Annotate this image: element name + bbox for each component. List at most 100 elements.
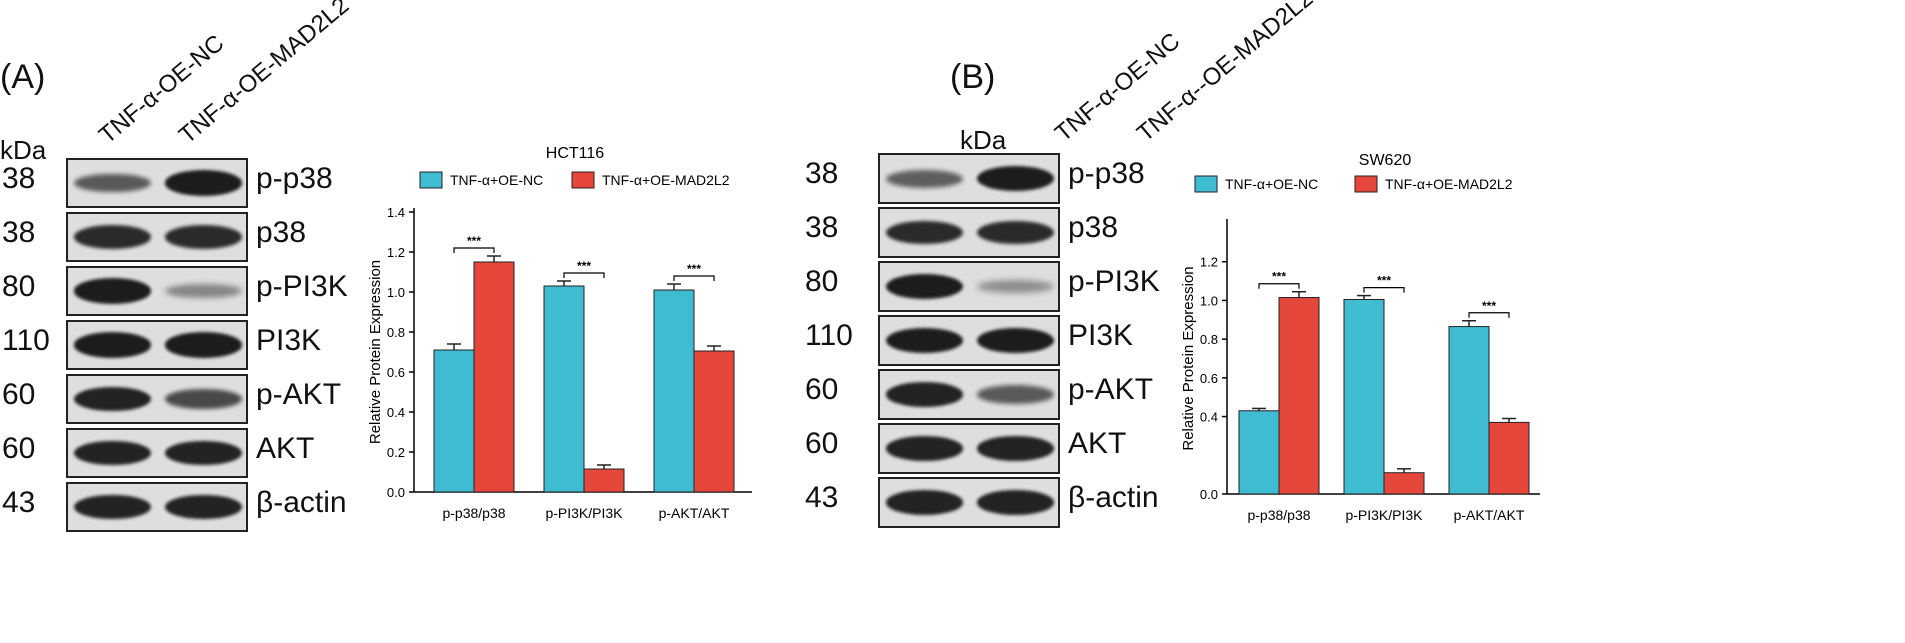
protein-band xyxy=(977,490,1054,515)
protein-band xyxy=(977,385,1054,404)
protein-band xyxy=(165,332,242,358)
y-tick-label: 0.0 xyxy=(1200,487,1218,502)
protein-band xyxy=(977,220,1054,245)
protein-label: p-p38 xyxy=(1068,157,1145,190)
y-tick-label: 0.4 xyxy=(1200,410,1218,425)
blot-strip xyxy=(878,369,1060,420)
protein-band xyxy=(886,220,963,245)
blot-strip xyxy=(878,423,1060,474)
y-tick-label: 0.2 xyxy=(387,445,405,460)
protein-label: β-actin xyxy=(1068,481,1159,514)
bar xyxy=(1278,297,1320,495)
blot-strip xyxy=(878,477,1060,528)
protein-label: p-AKT xyxy=(1068,373,1154,406)
chart-title: SW620 xyxy=(1359,152,1412,169)
protein-band xyxy=(165,284,242,298)
protein-band xyxy=(165,225,242,249)
panel-a: (A) kDa TNF-α-OE-NC TNF-α-OE-MAD2L2 38 p-… xyxy=(0,0,950,643)
significance-bracket xyxy=(1258,283,1300,289)
x-tick-label: p-p38/p38 xyxy=(442,505,505,521)
bar xyxy=(693,350,735,493)
panel-b: (B) kDa TNF-α-OE-NC TNF-α--OE-MAD2L2 38 p… xyxy=(805,0,1905,643)
molecular-weight-label: 38 xyxy=(805,211,839,244)
protein-label: AKT xyxy=(1068,427,1127,460)
panel-label: (A) xyxy=(0,58,46,96)
protein-band xyxy=(886,436,963,461)
kda-label: kDa xyxy=(960,125,1007,155)
protein-band xyxy=(74,386,151,412)
panel-label: (B) xyxy=(950,58,996,96)
significance-bracket xyxy=(563,272,605,278)
protein-band xyxy=(886,169,963,188)
y-tick-label: 0.0 xyxy=(387,485,405,500)
bar xyxy=(1383,472,1425,495)
protein-label: AKT xyxy=(256,432,315,465)
y-tick-label: 1.0 xyxy=(1200,293,1218,308)
blot-strip xyxy=(66,212,248,262)
legend-label: TNF-α+OE-MAD2L2 xyxy=(1385,176,1513,192)
bar xyxy=(433,349,475,493)
protein-band xyxy=(165,494,242,520)
blot-strip xyxy=(66,374,248,424)
bar xyxy=(583,468,625,493)
blot-strip xyxy=(878,207,1060,258)
significance-label: *** xyxy=(687,262,701,276)
y-tick-label: 0.6 xyxy=(387,365,405,380)
protein-label: β-actin xyxy=(256,486,347,519)
protein-band xyxy=(886,382,963,407)
lane-label-mad2l2: TNF-α--OE-MAD2L2 xyxy=(1132,0,1319,148)
y-axis-label: Relative Protein Expression xyxy=(367,260,384,444)
protein-band xyxy=(977,436,1054,461)
protein-label: PI3K xyxy=(1068,319,1134,352)
y-tick-label: 0.8 xyxy=(1200,332,1218,347)
protein-band xyxy=(977,327,1054,354)
bar xyxy=(1448,326,1490,495)
protein-band xyxy=(977,165,1054,192)
protein-label: p38 xyxy=(256,216,307,249)
blot-strip xyxy=(66,158,248,208)
legend-swatch xyxy=(1194,175,1218,193)
blot-strip xyxy=(878,153,1060,204)
protein-label: PI3K xyxy=(256,324,322,357)
bar xyxy=(1343,298,1385,495)
significance-bracket xyxy=(453,247,495,253)
protein-band xyxy=(74,173,151,193)
blot-strip xyxy=(66,428,248,478)
significance-label: *** xyxy=(1272,270,1286,284)
bar xyxy=(543,285,585,493)
protein-band xyxy=(886,273,963,300)
molecular-weight-label: 43 xyxy=(805,481,839,514)
protein-band xyxy=(74,440,151,466)
x-tick-label: p-PI3K/PI3K xyxy=(545,505,623,521)
protein-label: p-PI3K xyxy=(1068,265,1160,298)
protein-band xyxy=(977,279,1054,294)
legend-label: TNF-α+OE-NC xyxy=(1225,176,1318,192)
significance-bracket xyxy=(1363,286,1405,293)
blot-strip xyxy=(878,315,1060,366)
legend-label: TNF-α+OE-MAD2L2 xyxy=(602,172,730,188)
significance-bracket xyxy=(1468,312,1510,318)
y-tick-label: 0.6 xyxy=(1200,371,1218,386)
significance-bracket xyxy=(673,275,715,281)
molecular-weight-label: 60 xyxy=(805,427,839,460)
x-tick-label: p-AKT/AKT xyxy=(659,505,730,521)
protein-band xyxy=(165,388,242,410)
legend-label: TNF-α+OE-NC xyxy=(450,172,543,188)
protein-band xyxy=(74,225,151,249)
molecular-weight-label: 60 xyxy=(2,378,36,411)
kda-label: kDa xyxy=(0,135,47,165)
x-tick-label: p-p38/p38 xyxy=(1247,507,1310,523)
blot-strip xyxy=(66,482,248,532)
bar xyxy=(653,289,695,493)
y-tick-label: 0.8 xyxy=(387,325,405,340)
protein-band xyxy=(886,490,963,515)
y-tick-label: 1.2 xyxy=(387,245,405,260)
bar xyxy=(1238,410,1280,495)
y-tick-label: 1.0 xyxy=(387,285,405,300)
bar xyxy=(1488,421,1530,495)
significance-label: *** xyxy=(467,234,481,248)
x-tick-label: p-PI3K/PI3K xyxy=(1345,507,1423,523)
bar xyxy=(473,261,515,493)
molecular-weight-label: 38 xyxy=(2,216,36,249)
